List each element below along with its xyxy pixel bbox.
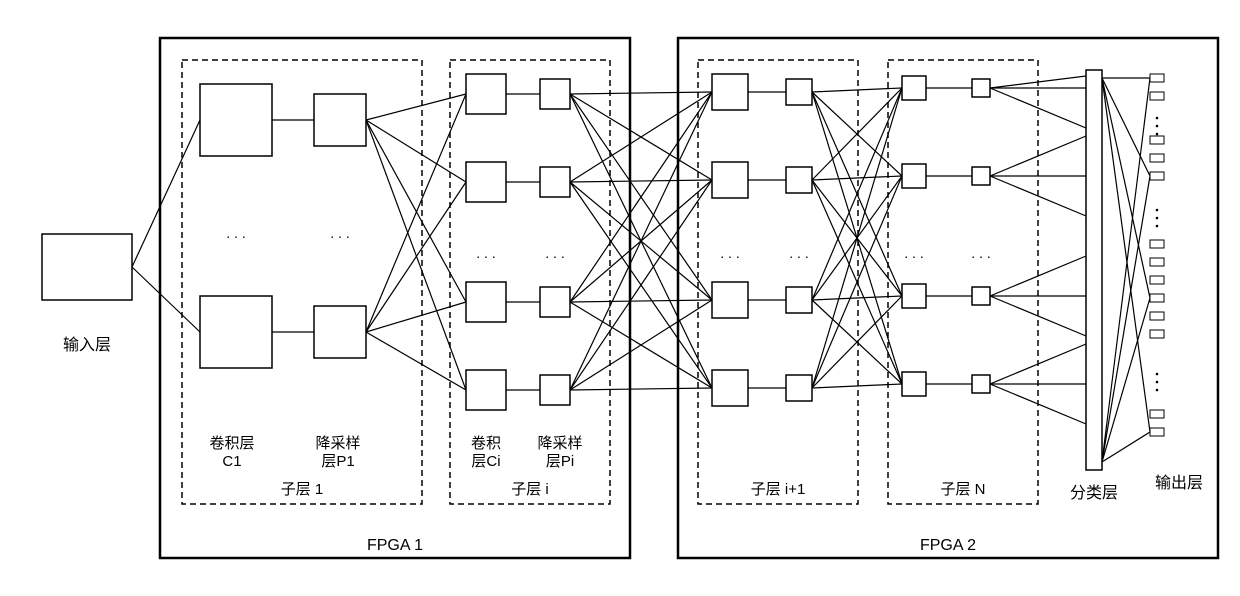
conv-cN (902, 372, 926, 396)
svg-text:卷积: 卷积 (471, 435, 501, 452)
svg-text:层Ci: 层Ci (471, 453, 500, 470)
edges (132, 76, 1150, 462)
output-unit (1150, 154, 1164, 162)
pool-pi (540, 79, 570, 109)
svg-text:降采样: 降采样 (537, 435, 582, 452)
svg-text:输出层: 输出层 (1155, 474, 1203, 492)
fpga-frame (678, 38, 1218, 558)
conv-cN (902, 76, 926, 100)
svg-text:. . .: . . . (545, 245, 564, 261)
pool-pi1 (786, 79, 812, 105)
pool-pi1 (786, 287, 812, 313)
svg-text:. . .: . . . (789, 245, 808, 261)
svg-text:子层 i+1: 子层 i+1 (751, 481, 806, 498)
pool-pN (972, 375, 990, 393)
conv-ci (466, 162, 506, 202)
svg-text:子层 N: 子层 N (940, 481, 985, 498)
conv-ci1 (712, 282, 748, 318)
conv-ci1 (712, 162, 748, 198)
pool-p1 (314, 306, 366, 358)
svg-text:FPGA 1: FPGA 1 (367, 537, 423, 554)
pool-pN (972, 167, 990, 185)
output-unit (1150, 136, 1164, 144)
pool-pi (540, 167, 570, 197)
svg-text:层P1: 层P1 (321, 453, 354, 470)
conv-ci (466, 282, 506, 322)
svg-text:层Pi: 层Pi (546, 453, 574, 470)
output-unit (1150, 240, 1164, 248)
conv-c1 (200, 84, 272, 156)
output-unit (1150, 294, 1164, 302)
svg-text:降采样: 降采样 (315, 435, 360, 452)
output-unit (1150, 428, 1164, 436)
pool-pi1 (786, 375, 812, 401)
input-layer (42, 234, 132, 300)
pool-pi (540, 287, 570, 317)
output-unit (1150, 276, 1164, 284)
pool-pi (540, 375, 570, 405)
svg-text:分类层: 分类层 (1070, 484, 1118, 502)
sublayer-frame (888, 60, 1038, 504)
pool-p1 (314, 94, 366, 146)
svg-text:输入层: 输入层 (63, 336, 111, 354)
svg-text:. . .: . . . (226, 225, 245, 241)
output-unit (1150, 330, 1164, 338)
output-unit (1150, 312, 1164, 320)
pool-pi1 (786, 167, 812, 193)
conv-ci1 (712, 370, 748, 406)
conv-cN (902, 164, 926, 188)
classifier-layer (1086, 70, 1102, 470)
pool-pN (972, 287, 990, 305)
svg-text:. . .: . . . (330, 225, 349, 241)
svg-text:. . .: . . . (720, 245, 739, 261)
output-unit (1150, 74, 1164, 82)
conv-ci (466, 370, 506, 410)
svg-text:FPGA 2: FPGA 2 (920, 537, 976, 554)
svg-text:. . .: . . . (904, 245, 923, 261)
output-unit (1150, 172, 1164, 180)
svg-text:. . .: . . . (476, 245, 495, 261)
output-unit (1150, 410, 1164, 418)
svg-text:C1: C1 (222, 453, 241, 470)
conv-ci (466, 74, 506, 114)
svg-text:子层 1: 子层 1 (281, 481, 324, 498)
conv-ci1 (712, 74, 748, 110)
output-unit (1150, 258, 1164, 266)
conv-c1 (200, 296, 272, 368)
svg-text:子层 i: 子层 i (511, 481, 549, 498)
pool-pN (972, 79, 990, 97)
output-unit (1150, 92, 1164, 100)
svg-text:. . .: . . . (971, 245, 990, 261)
conv-cN (902, 284, 926, 308)
cnn-diagram: 输入层 FPGA 1 FPGA 2 子层 1 子层 i 子层 i+1 子层 N . . . . … (10, 10, 1240, 586)
svg-text:卷积层: 卷积层 (209, 435, 254, 452)
